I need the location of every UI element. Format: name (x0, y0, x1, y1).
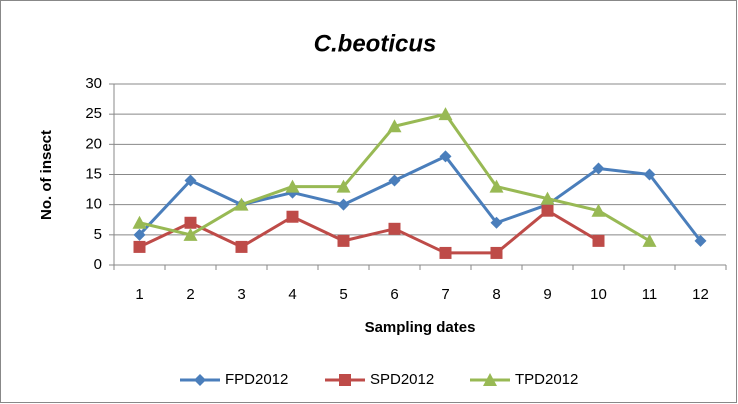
marker (387, 119, 402, 133)
marker (285, 179, 300, 193)
marker (339, 374, 351, 386)
marker (490, 216, 503, 229)
marker (540, 191, 555, 205)
x-tick-label: 10 (590, 286, 607, 303)
marker (184, 216, 197, 229)
marker (286, 210, 299, 223)
x-tick-label: 6 (390, 286, 398, 303)
marker (439, 246, 452, 259)
y-tick-label: 15 (85, 165, 102, 182)
marker (592, 234, 605, 247)
y-axis-title: No. of insect (38, 130, 55, 220)
legend-label: TPD2012 (515, 371, 578, 388)
legend-label: SPD2012 (370, 371, 434, 388)
marker (489, 179, 504, 193)
marker (592, 162, 605, 175)
y-tick-label: 30 (85, 75, 102, 92)
marker (541, 204, 554, 217)
x-axis-title: Sampling dates (365, 319, 476, 336)
marker (388, 222, 401, 235)
x-tick-label: 7 (441, 286, 449, 303)
x-tick-label: 1 (135, 286, 143, 303)
y-tick-label: 0 (94, 256, 102, 273)
series-line (138, 209, 600, 255)
marker (642, 233, 657, 247)
marker (133, 240, 146, 253)
marker (133, 228, 146, 241)
x-tick-label: 3 (237, 286, 245, 303)
marker (184, 174, 197, 187)
x-tick-label: 4 (288, 286, 296, 303)
marker (194, 374, 206, 386)
marker (643, 168, 656, 181)
x-tick-label: 9 (543, 286, 551, 303)
marker (337, 198, 350, 211)
y-tick-label: 10 (85, 196, 102, 213)
x-tick-label: 11 (642, 286, 658, 303)
marker (483, 373, 497, 386)
marker (183, 227, 198, 241)
x-tick-label: 5 (339, 286, 347, 303)
marker (132, 215, 147, 229)
x-tick-label: 12 (692, 286, 709, 303)
marker (490, 246, 503, 259)
marker (439, 150, 452, 163)
marker (438, 107, 453, 121)
series-line (138, 154, 702, 242)
marker (591, 203, 606, 217)
x-tick-label: 2 (186, 286, 194, 303)
marker (234, 197, 249, 211)
y-tick-label: 5 (94, 226, 102, 243)
marker (694, 234, 707, 247)
y-tick-label: 20 (85, 135, 102, 152)
legend-label: FPD2012 (225, 371, 288, 388)
marker (337, 234, 350, 247)
y-tick-label: 25 (85, 105, 102, 122)
x-tick-label: 8 (492, 286, 500, 303)
marker (336, 179, 351, 193)
marker (235, 240, 248, 253)
chart-title: C.beoticus (314, 30, 437, 57)
marker (388, 174, 401, 187)
